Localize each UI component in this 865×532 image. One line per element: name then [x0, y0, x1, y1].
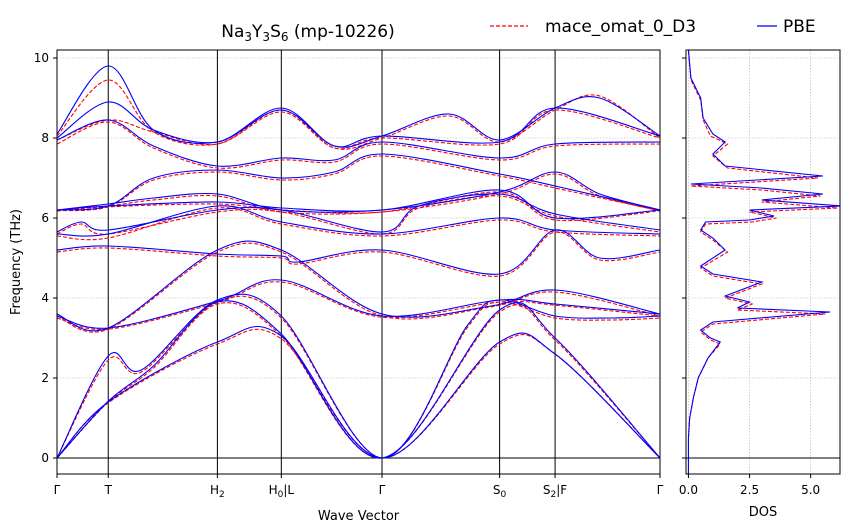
y-axis-label: Frequency (THz)	[9, 209, 24, 315]
band-line	[57, 229, 660, 275]
band-line	[57, 173, 660, 215]
band-line	[57, 155, 660, 212]
y-tick-label: 4	[41, 291, 49, 305]
dos-x-tick-label: 2.5	[740, 483, 759, 497]
band-line	[57, 300, 660, 459]
y-tick-label: 10	[34, 51, 49, 65]
band-x-axis-label: Wave Vector	[318, 509, 400, 524]
band-line	[57, 207, 660, 241]
band-line	[57, 189, 660, 220]
kpoint-label: Γ	[379, 483, 386, 497]
dos-x-tick-label: 5.0	[801, 483, 820, 497]
band-line	[57, 171, 660, 213]
kpoint-label: Γ	[657, 483, 664, 497]
band-line	[57, 65, 660, 148]
y-tick-label: 8	[41, 131, 49, 145]
band-line	[57, 79, 660, 150]
band-line	[57, 279, 660, 329]
band-line	[57, 205, 660, 237]
kpoint-label: T	[104, 483, 113, 497]
band-line	[57, 328, 660, 459]
band-line	[57, 302, 660, 459]
band-series-mace_omat_0_D3	[57, 79, 660, 459]
band-line	[57, 231, 660, 277]
dos-line-PBE	[687, 50, 840, 474]
band-line	[57, 325, 660, 459]
band-line	[57, 281, 660, 331]
kpoint-label: H0|L	[269, 483, 295, 500]
dos-frame	[685, 49, 841, 475]
legend-label: PBE	[783, 17, 816, 37]
y-tick-label: 2	[41, 371, 49, 385]
band-line	[57, 119, 660, 167]
band-line	[57, 153, 660, 211]
kpoint-label: S2|F	[543, 483, 567, 500]
kpoint-label: H2	[210, 483, 225, 500]
kpoint-label: Γ	[54, 483, 61, 497]
band-line	[57, 240, 660, 332]
band-line	[57, 293, 660, 459]
kpoint-label: S0	[493, 483, 507, 500]
dos-axes: 0.0 2.5 5.0 DOS	[679, 49, 841, 520]
dos-line-mace_omat_0_D3	[687, 50, 838, 474]
band-line	[57, 193, 660, 233]
band-line	[57, 121, 660, 169]
band-structure-axes: 0 2 4 6 8 10 Γ T H2 H0|L Γ S0 S2|F Γ Wave Vector Freque…	[9, 49, 664, 524]
band-series-PBE	[57, 65, 660, 459]
legend: mace_omat_0_D3 PBE	[490, 17, 816, 37]
dos-x-tick-label: 0.0	[679, 483, 698, 497]
dos-x-axis-label: DOS	[749, 505, 778, 520]
band-line	[57, 191, 660, 222]
title-group: Na3Y3S6 (mp-10226)	[221, 22, 394, 44]
band-line	[57, 242, 660, 333]
y-tick-label: 6	[41, 211, 49, 225]
chart-title: Na3Y3S6 (mp-10226)	[221, 22, 394, 44]
legend-label: mace_omat_0_D3	[545, 17, 696, 37]
y-tick-label: 0	[41, 451, 49, 465]
band-frame	[56, 49, 661, 475]
